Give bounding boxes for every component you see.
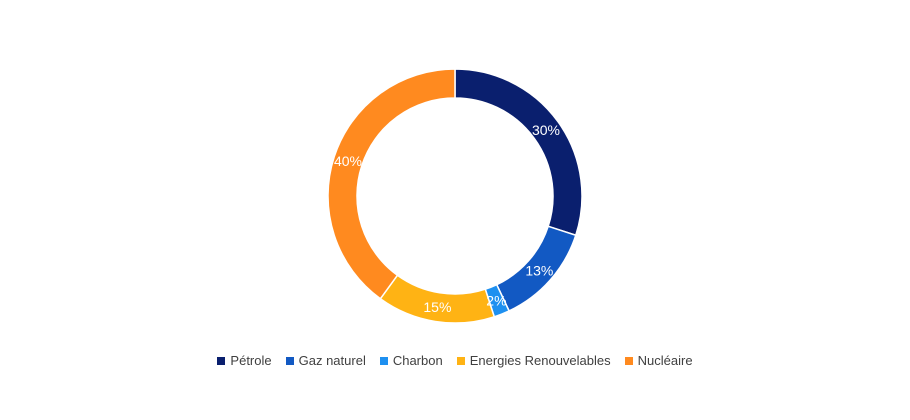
legend-swatch-icon [285, 356, 294, 365]
legend-label: Charbon [392, 353, 443, 368]
legend-item-2: Gaz naturel [285, 353, 366, 368]
legend-swatch-icon [624, 356, 633, 365]
legend-label: Energies Renouvelables [469, 353, 611, 368]
legend-label: Nucléaire [637, 353, 693, 368]
legend-item-3: Charbon [379, 353, 443, 368]
legend-item-1: Pétrole [217, 353, 272, 368]
chart-legend: Pétrole Gaz naturel Charbon Energies Renouv… [0, 353, 910, 368]
data-label-3: 2% [486, 293, 506, 309]
legend-label: Pétrole [230, 353, 272, 368]
donut-slices [327, 68, 583, 324]
data-label-5: 40% [334, 153, 362, 169]
legend-label: Gaz naturel [298, 353, 366, 368]
donut-slice-5 [327, 68, 456, 300]
legend-swatch-icon [379, 356, 388, 365]
donut-slice-1 [454, 68, 583, 237]
donut-data-labels: 30% 13% 2% 15% 40% [334, 122, 560, 315]
data-label-4: 15% [423, 299, 451, 315]
legend-item-5: Nucléaire [624, 353, 693, 368]
legend-item-4: Energies Renouvelables [456, 353, 611, 368]
data-label-2: 13% [525, 262, 553, 278]
legend-swatch-icon [456, 356, 465, 365]
data-label-1: 30% [532, 122, 560, 138]
legend-swatch-icon [217, 356, 226, 365]
